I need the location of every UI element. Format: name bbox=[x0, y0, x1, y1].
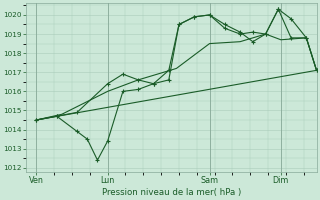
X-axis label: Pression niveau de la mer( hPa ): Pression niveau de la mer( hPa ) bbox=[102, 188, 241, 197]
